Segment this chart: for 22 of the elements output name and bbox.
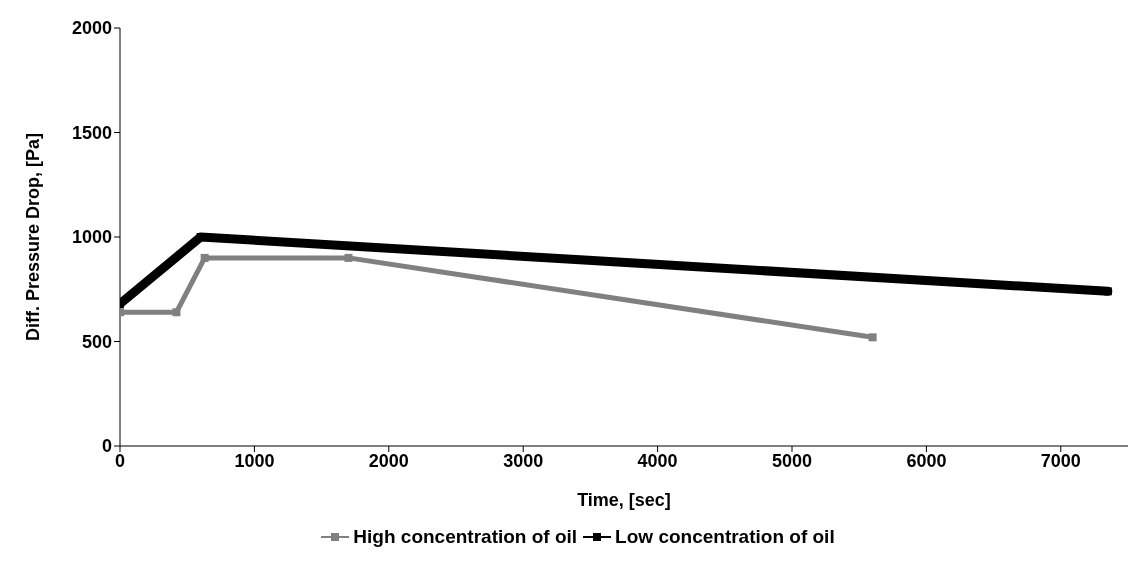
point — [1103, 287, 1112, 296]
x-tick-label: 2000 — [368, 450, 409, 471]
legend-label: Low concentration of oil — [615, 526, 835, 548]
x-tick-label: 3000 — [503, 450, 544, 471]
y-tick-label: 1500 — [71, 122, 112, 143]
point — [344, 253, 353, 262]
point — [868, 333, 877, 342]
y-tick-label: 500 — [81, 331, 112, 352]
legend-label: High concentration of oil — [353, 526, 578, 548]
x-tick-label: 0 — [114, 450, 126, 471]
point — [172, 308, 181, 317]
x-tick-label: 5000 — [771, 450, 813, 471]
y-axis-title: Diff. Pressure Drop, [Pa] — [23, 132, 44, 342]
y-tick-label: 1000 — [71, 227, 112, 248]
y-tick-label: 0 — [101, 436, 112, 457]
y-tick-label: 2000 — [71, 18, 112, 39]
x-tick-label: 4000 — [637, 450, 678, 471]
x-tick-label: 6000 — [906, 450, 947, 471]
x-tick-label: 1000 — [234, 450, 275, 471]
point — [200, 253, 209, 262]
x-axis-title: Time, [sec] — [577, 490, 671, 510]
x-tick-label: 7000 — [1040, 450, 1081, 471]
